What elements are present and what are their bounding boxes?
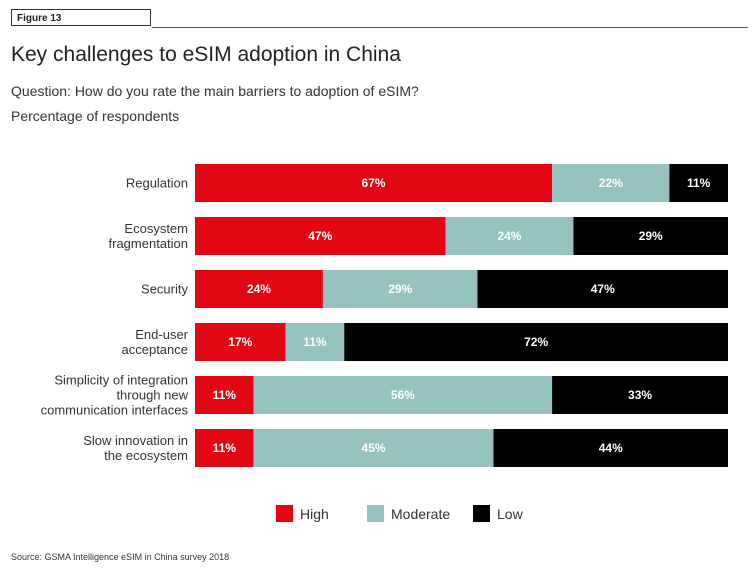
chart-title: Key challenges to eSIM adoption in China xyxy=(11,43,401,66)
data-label: 47% xyxy=(591,282,615,296)
data-label: 24% xyxy=(497,229,521,243)
bar-segment-high xyxy=(195,429,254,467)
data-label: 56% xyxy=(391,388,415,402)
top-rule xyxy=(152,27,748,28)
bar-segment-low xyxy=(552,376,728,414)
data-label: 45% xyxy=(362,441,386,455)
category-label: communication interfaces xyxy=(41,403,189,418)
bar-segment-low xyxy=(344,323,728,361)
data-label: 47% xyxy=(308,229,332,243)
legend-swatch-moderate xyxy=(367,505,384,522)
bar-segment-high xyxy=(195,217,446,255)
chart-units-note: Percentage of respondents xyxy=(11,108,180,124)
data-label: 11% xyxy=(213,441,237,455)
data-label: 33% xyxy=(628,388,652,402)
data-label: 17% xyxy=(228,335,252,349)
data-label: 29% xyxy=(639,229,663,243)
bar-segment-moderate xyxy=(322,270,478,308)
category-label: Ecosystem xyxy=(124,221,188,236)
category-label: Regulation xyxy=(126,176,188,191)
chart-subtitle: Question: How do you rate the main barri… xyxy=(11,83,419,99)
bar-segment-low xyxy=(669,164,728,202)
legend-label: High xyxy=(300,506,329,522)
bar-segment-moderate xyxy=(552,164,670,202)
bar-segment-low xyxy=(493,429,728,467)
stacked-bar-chart: Regulation 67% 22% 11% Ecosystemfragmentatio… xyxy=(41,164,728,522)
bar-segment-low xyxy=(477,270,728,308)
data-label: 24% xyxy=(247,282,271,296)
category-label: Simplicity of integration xyxy=(54,373,188,388)
category-label: Security xyxy=(141,282,188,297)
data-label: 72% xyxy=(524,335,548,349)
category-label: End-user xyxy=(135,327,188,342)
data-label: 22% xyxy=(599,176,623,190)
data-label: 29% xyxy=(388,282,412,296)
category-label: through new xyxy=(116,388,188,403)
bar-segment-moderate xyxy=(253,429,494,467)
bar-segment-moderate xyxy=(445,217,574,255)
figure-tag: Figure 13 xyxy=(11,9,151,26)
data-label: 11% xyxy=(303,335,327,349)
legend-swatch-high xyxy=(276,505,293,522)
category-label: Slow innovation in xyxy=(83,433,188,448)
data-label: 11% xyxy=(687,176,711,190)
category-label: the ecosystem xyxy=(104,448,188,463)
bar-segment-high xyxy=(195,376,254,414)
category-label: acceptance xyxy=(122,342,189,357)
bar-segment-high xyxy=(195,164,553,202)
bar-segment-high xyxy=(195,270,323,308)
category-label: fragmentation xyxy=(109,236,189,251)
data-label: 67% xyxy=(362,176,386,190)
legend-label: Moderate xyxy=(391,506,450,522)
bar-segment-low xyxy=(573,217,728,255)
legend-swatch-low xyxy=(473,505,490,522)
source-note: Source: GSMA Intelligence eSIM in China … xyxy=(11,552,230,562)
data-label: 44% xyxy=(599,441,623,455)
bar-segment-high xyxy=(195,323,286,361)
bar-segment-moderate xyxy=(285,323,345,361)
bar-segment-moderate xyxy=(253,376,553,414)
legend-label: Low xyxy=(497,506,524,522)
data-label: 11% xyxy=(213,388,237,402)
